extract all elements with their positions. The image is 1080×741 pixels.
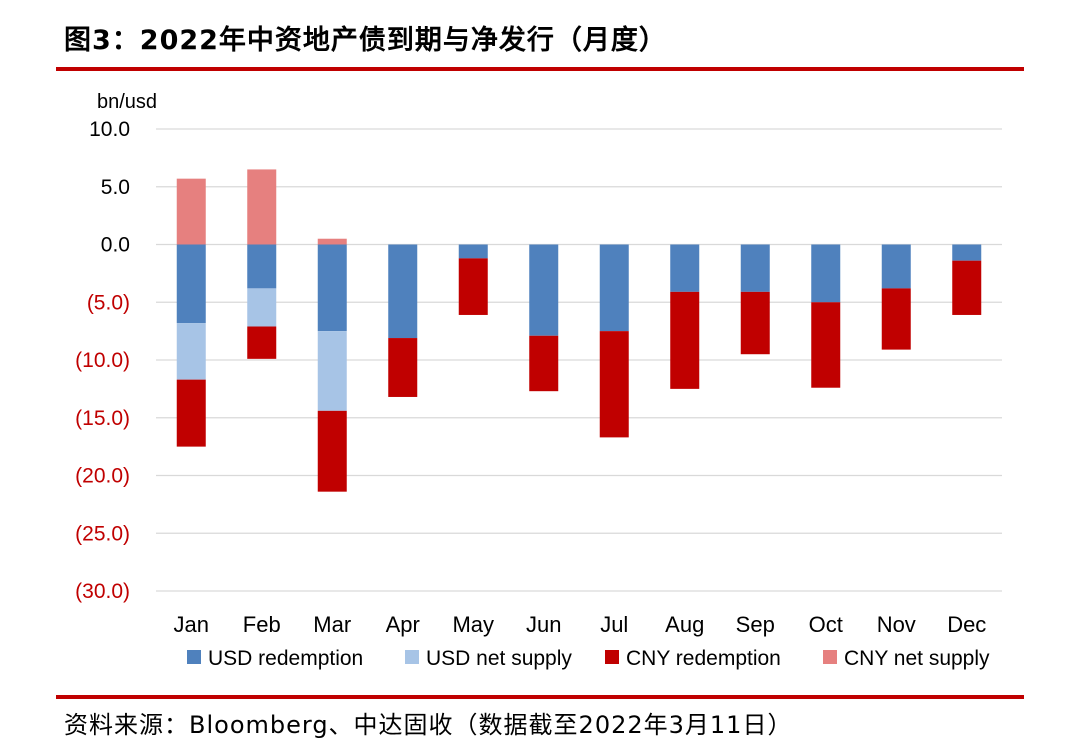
x-tick-label: Jun [526, 612, 561, 637]
y-tick-label: (10.0) [75, 349, 130, 372]
y-axis-unit-label: bn/usd [97, 91, 157, 113]
bar-cny-redemption [388, 338, 418, 397]
legend-swatch [605, 650, 619, 664]
x-tick-label: May [452, 612, 494, 637]
bar-usd-net-supply [176, 323, 206, 380]
x-tick-label: Apr [386, 612, 420, 637]
legend-swatch [405, 650, 419, 664]
legend-label: USD redemption [208, 647, 363, 670]
bar-cny-redemption [811, 302, 841, 388]
bar-usd-redemption [740, 244, 770, 292]
bar-cny-redemption [670, 291, 700, 389]
bar-cny-redemption [458, 258, 488, 315]
source-divider [56, 695, 1024, 699]
y-tick-label: (5.0) [87, 291, 130, 314]
bar-cny-redemption [881, 288, 911, 350]
bar-cny-redemption [529, 335, 559, 392]
bars [176, 169, 982, 492]
y-tick-label: (15.0) [75, 407, 130, 430]
bar-cny-redemption [176, 379, 206, 447]
x-tick-label: Feb [243, 612, 281, 637]
bar-usd-redemption [458, 244, 488, 259]
legend-swatch [187, 650, 201, 664]
legend-label: CNY net supply [844, 647, 990, 670]
bar-usd-redemption [952, 244, 982, 261]
bar-cny-redemption [317, 410, 347, 492]
bar-usd-redemption [811, 244, 841, 303]
x-tick-label: Dec [947, 612, 986, 637]
title-divider [56, 67, 1024, 71]
chart-title: 图3：2022年中资地产债到期与净发行（月度） [64, 25, 667, 56]
x-tick-label: Mar [313, 612, 351, 637]
y-tick-label: (30.0) [75, 580, 130, 603]
y-tick-label: 5.0 [101, 176, 130, 199]
bar-usd-net-supply [317, 331, 347, 411]
bar-usd-redemption [529, 244, 559, 336]
legend-label: CNY redemption [626, 647, 781, 670]
y-tick-label: (20.0) [75, 465, 130, 488]
x-tick-label: Jan [174, 612, 209, 637]
bar-cny-net-supply [317, 238, 347, 245]
x-axis-ticks: Jan Feb Mar Apr May Jun Jul Aug Sep Oct Nov Dec [174, 612, 987, 637]
bar-usd-redemption [247, 244, 277, 289]
legend-label: USD net supply [426, 647, 572, 670]
source-note: 资料来源：Bloomberg、中达固收（数据截至2022年3月11日） [64, 711, 793, 739]
x-tick-label: Jul [600, 612, 628, 637]
bar-cny-net-supply [176, 178, 206, 245]
bar-cny-redemption [740, 291, 770, 355]
y-tick-label: 0.0 [101, 234, 130, 257]
bar-usd-redemption [670, 244, 700, 292]
x-tick-label: Nov [877, 612, 916, 637]
legend-swatch [823, 650, 837, 664]
bar-cny-redemption [247, 326, 277, 359]
legend: USD redemption USD net supply CNY redempti… [187, 647, 990, 670]
bar-usd-redemption [176, 244, 206, 324]
bar-usd-net-supply [247, 288, 277, 327]
gridlines [156, 128, 1002, 592]
bar-usd-redemption [317, 244, 347, 332]
bar-cny-redemption [599, 331, 629, 438]
y-axis-ticks: 10.0 5.0 0.0 (5.0) (10.0) (15.0) (20.0) (25.0) (… [75, 118, 130, 603]
bar-usd-redemption [388, 244, 418, 339]
y-tick-label: (25.0) [75, 522, 130, 545]
y-tick-label: 10.0 [89, 118, 130, 141]
bar-usd-redemption [881, 244, 911, 289]
x-tick-label: Oct [809, 612, 843, 637]
x-tick-label: Sep [736, 612, 775, 637]
bar-cny-net-supply [247, 169, 277, 245]
x-tick-label: Aug [665, 612, 704, 637]
bar-cny-redemption [952, 260, 982, 315]
bar-usd-redemption [599, 244, 629, 332]
